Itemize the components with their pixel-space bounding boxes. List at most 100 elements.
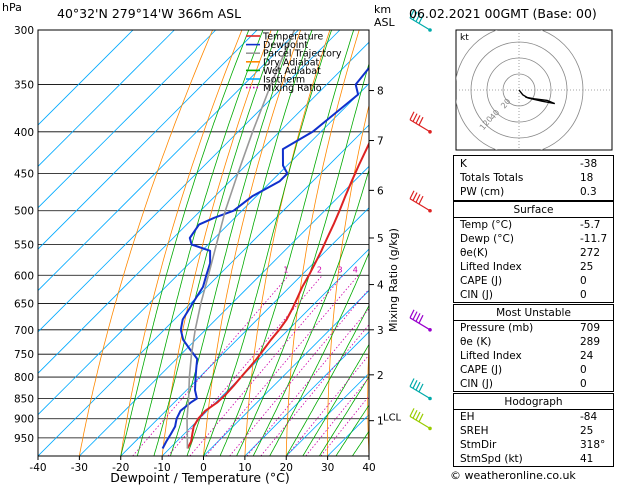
wind-barb-feather: [418, 383, 424, 393]
wind-barb-feather: [418, 195, 424, 205]
surface-value: 0: [580, 275, 587, 287]
wind-barb-feather: [412, 380, 418, 389]
mixing-ratio-line: [229, 288, 369, 456]
dry-adiabat-line: [120, 30, 243, 456]
hodo-label: StmDir: [460, 439, 497, 451]
mixing-ratio-label: 15: [426, 265, 436, 274]
pressure-tick-label: 850: [14, 393, 34, 405]
mixing-ratio-line: [286, 354, 369, 456]
hodograph-title: Hodograph: [504, 396, 563, 408]
pressure-tick-label: 650: [14, 299, 34, 311]
x-axis-title: Dewpoint / Temperature (°C): [110, 470, 289, 485]
wind-barb-dot: [428, 396, 432, 401]
wind-barb-feather: [412, 192, 418, 201]
index-value: 0.3: [580, 186, 597, 198]
mu-value: 709: [580, 322, 601, 334]
wet-adiabat-line: [302, 343, 369, 456]
hodo-row: StmSpd (kt) 41: [460, 452, 607, 466]
dewpoint-profile: [161, 66, 369, 449]
surface-value: 0: [580, 289, 587, 301]
pressure-tick-label: 400: [14, 127, 34, 139]
mixing-ratio-line: [167, 275, 323, 456]
wind-barb-dot: [428, 426, 432, 431]
wind-barb-staff: [409, 317, 431, 331]
surface-label: θe(K): [460, 247, 488, 259]
mixing-ratio-axis-title: Mixing Ratio (g/kg): [387, 228, 400, 332]
dry-adiabat-line: [79, 30, 213, 456]
pressure-tick-label: 350: [14, 80, 34, 92]
temperature-profile: [186, 141, 369, 449]
wind-barb-feather: [412, 11, 418, 21]
x-tick-label: -10: [154, 462, 171, 474]
wind-barb-feather: [415, 194, 421, 203]
index-row-k: K -38: [460, 157, 607, 171]
surface-label: Dewp (°C): [460, 233, 514, 245]
km-tick-label: 5: [377, 233, 384, 245]
mu-value: 289: [580, 336, 601, 348]
km-tick-label: 6: [377, 185, 384, 197]
index-value: 18: [580, 172, 594, 184]
isotherm-line: [79, 165, 369, 456]
run-datetime: 06.02.2021 00GMT (Base: 00): [409, 6, 597, 21]
surface-row: Temp (°C) -5.7: [460, 218, 607, 232]
surface-label: Temp (°C): [460, 219, 513, 231]
wind-barb-staff: [409, 385, 431, 400]
mu-row: CAPE (J) 0: [460, 363, 607, 377]
surface-row: CIN (J) 0: [460, 288, 607, 302]
hodo-value: 25: [580, 425, 594, 437]
parcel-trajectory-profile: [186, 30, 296, 449]
wind-barb-feather: [415, 115, 421, 124]
divider: [454, 409, 613, 410]
hodo-row: SREH 25: [460, 424, 607, 438]
x-tick-label: -30: [71, 462, 88, 474]
wet-adiabat-line: [285, 304, 369, 456]
surface-label: CAPE (J): [460, 275, 503, 287]
legend-label: Mixing Ratio: [263, 83, 322, 94]
index-label: Totals Totals: [460, 172, 524, 184]
wet-adiabat-line: [186, 30, 313, 456]
divider: [454, 217, 613, 218]
mu-value: 0: [580, 378, 587, 390]
pressure-tick-label: 550: [14, 239, 34, 251]
hodograph-trace: [518, 89, 556, 105]
wind-barb-feather: [412, 311, 418, 320]
x-tick-label: 40: [362, 462, 375, 474]
most-unstable-title: Most Unstable: [496, 307, 571, 319]
mixing-ratio-line: [246, 308, 369, 456]
hodo-value: 41: [580, 453, 594, 465]
mu-label: Lifted Index: [460, 350, 522, 362]
index-row-pw: PW (cm) 0.3: [460, 185, 607, 199]
pressure-tick-label: 750: [14, 349, 34, 361]
wind-barb-feather: [415, 13, 421, 22]
isotherm-line: [38, 30, 134, 126]
isotherm-line: [38, 30, 341, 333]
isotherm-line: [38, 30, 175, 167]
km-tick-label: 8: [377, 86, 384, 98]
lcl-label: LCL: [383, 413, 402, 424]
isotherm-line: [38, 30, 217, 209]
legend-label: Parcel Trajectory: [263, 49, 342, 60]
x-tick-label: 20: [280, 462, 293, 474]
mixing-ratio-label: 3: [338, 265, 343, 274]
hodo-value: 318°: [580, 439, 606, 451]
wet-adiabat-line: [219, 30, 355, 456]
wind-barb-feather: [418, 314, 424, 324]
wet-adiabat-line: [335, 404, 369, 456]
x-tick-label: -20: [112, 462, 129, 474]
mu-label: θe (K): [460, 336, 492, 348]
mixing-ratio-line: [132, 275, 290, 456]
mixing-ratio-label: 6: [375, 265, 380, 274]
height-asl-label: ASL: [374, 16, 396, 29]
divider: [454, 320, 613, 321]
legend-label: Dry Adiabat: [263, 57, 320, 68]
dry-adiabat-line: [407, 30, 448, 456]
copyright-text: © weatheronline.co.uk: [450, 469, 576, 482]
pressure-tick-label: 500: [14, 206, 34, 218]
pressure-tick-label: 700: [14, 325, 34, 337]
hodo-value: -84: [580, 411, 598, 423]
isotherm-line: [38, 30, 258, 250]
x-tick-label: 30: [321, 462, 334, 474]
hodograph-panel: Hodograph EH -84 SREH 25 StmDir 318° Stm…: [453, 393, 614, 467]
x-tick-label: -40: [29, 462, 46, 474]
